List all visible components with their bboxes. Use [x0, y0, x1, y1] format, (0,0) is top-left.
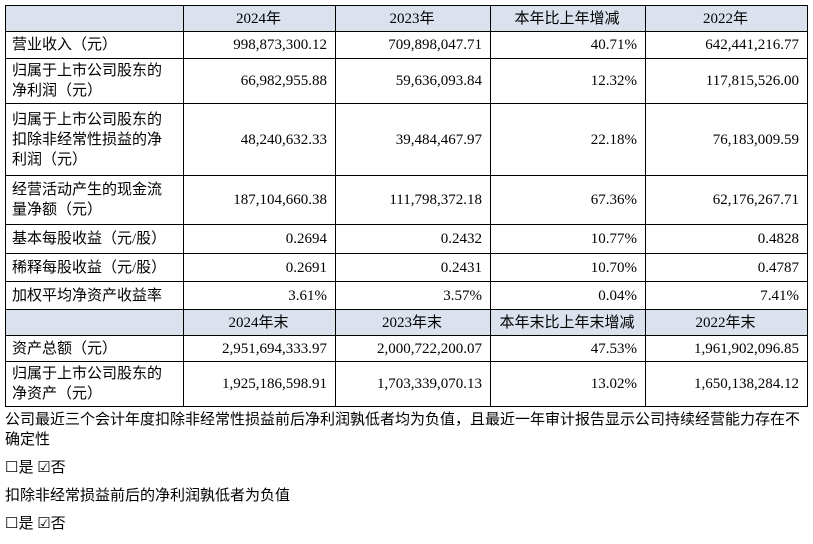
row-label: 归属于上市公司股东的扣除非经常性损益的净利润（元）	[5, 103, 184, 176]
row-label: 稀释每股收益（元/股）	[5, 253, 184, 282]
value-cell: 7.41%	[645, 281, 808, 310]
header-cell: 2024年	[183, 5, 336, 32]
value-cell: 1,650,138,284.12	[645, 361, 808, 407]
header-cell	[5, 5, 184, 32]
financial-table: 2024年 2023年 本年比上年增减 2022年 营业收入（元） 998,873,300…	[5, 5, 808, 407]
data-row: 稀释每股收益（元/股） 0.2691 0.2431 10.70% 0.4787	[5, 253, 808, 282]
value-cell: 1,961,902,096.85	[645, 335, 808, 362]
value-cell: 22.18%	[490, 103, 646, 176]
row-label: 归属于上市公司股东的净利润（元）	[5, 58, 184, 104]
value-cell: 2,000,722,200.07	[335, 335, 491, 362]
checkbox-line: ☐是 ☑否	[5, 460, 66, 476]
value-cell: 117,815,526.00	[645, 58, 808, 104]
value-cell: 0.4787	[645, 253, 808, 282]
value-cell: 10.77%	[490, 224, 646, 254]
value-cell: 1,703,339,070.13	[335, 361, 491, 407]
value-cell: 13.02%	[490, 361, 646, 407]
value-cell: 0.4828	[645, 224, 808, 254]
value-cell: 59,636,093.84	[335, 58, 491, 104]
value-cell: 111,798,372.18	[335, 175, 491, 225]
value-cell: 10.70%	[490, 253, 646, 282]
note: 扣除非经常损益前后的净利润孰低者为负值	[5, 488, 291, 504]
value-cell: 642,441,216.77	[645, 31, 808, 59]
value-cell: 39,484,467.97	[335, 103, 491, 176]
header-cell	[5, 309, 184, 336]
data-row: 营业收入（元） 998,873,300.12 709,898,047.71 40.71…	[5, 31, 808, 59]
header-cell: 本年比上年增减	[490, 5, 646, 32]
table-wrap: 2024年 2023年 本年比上年增减 2022年 营业收入（元） 998,873,300…	[5, 5, 808, 407]
header-cell: 2022年	[645, 5, 808, 32]
value-cell: 1,925,186,598.91	[183, 361, 336, 407]
header-row: 2024年 2023年 本年比上年增减 2022年	[5, 5, 808, 32]
data-row: 归属于上市公司股东的净利润（元） 66,982,955.88 59,636,093.…	[5, 58, 808, 104]
note: 公司最近三个会计年度扣除非经常性损益前后净利润孰低者均为负值，且最近一年审计报告…	[5, 412, 801, 448]
header-cell: 2023年	[335, 5, 491, 32]
value-cell: 47.53%	[490, 335, 646, 362]
value-cell: 67.36%	[490, 175, 646, 225]
header-cell: 2024年末	[183, 309, 336, 336]
row-label: 经营活动产生的现金流量净额（元）	[5, 175, 184, 225]
data-row: 经营活动产生的现金流量净额（元） 187,104,660.38 111,798,37…	[5, 175, 808, 225]
row-label: 营业收入（元）	[5, 31, 184, 59]
row-label: 归属于上市公司股东的净资产（元）	[5, 361, 184, 407]
value-cell: 48,240,632.33	[183, 103, 336, 176]
value-cell: 62,176,267.71	[645, 175, 808, 225]
value-cell: 66,982,955.88	[183, 58, 336, 104]
value-cell: 12.32%	[490, 58, 646, 104]
value-cell: 3.61%	[183, 281, 336, 310]
value-cell: 0.2694	[183, 224, 336, 254]
value-cell: 0.2432	[335, 224, 491, 254]
row-label: 资产总额（元）	[5, 335, 184, 362]
value-cell: 187,104,660.38	[183, 175, 336, 225]
row-label: 加权平均净资产收益率	[5, 281, 184, 310]
value-cell: 3.57%	[335, 281, 491, 310]
data-row: 归属于上市公司股东的扣除非经常性损益的净利润（元） 48,240,632.33 39…	[5, 103, 808, 176]
header-row: 2024年末 2023年末 本年末比上年末增减 2022年末	[5, 309, 808, 336]
row-label: 基本每股收益（元/股）	[5, 224, 184, 254]
header-cell: 本年末比上年末增减	[490, 309, 646, 336]
data-row: 加权平均净资产收益率 3.61% 3.57% 0.04% 7.41%	[5, 281, 808, 310]
data-row: 归属于上市公司股东的净资产（元） 1,925,186,598.91 1,703,33…	[5, 361, 808, 407]
value-cell: 998,873,300.12	[183, 31, 336, 59]
checkbox-line: ☐是 ☑否	[5, 516, 66, 532]
header-cell: 2023年末	[335, 309, 491, 336]
value-cell: 0.2431	[335, 253, 491, 282]
header-cell: 2022年末	[645, 309, 808, 336]
value-cell: 709,898,047.71	[335, 31, 491, 59]
value-cell: 0.04%	[490, 281, 646, 310]
value-cell: 76,183,009.59	[645, 103, 808, 176]
data-row: 资产总额（元） 2,951,694,333.97 2,000,722,200.07 4…	[5, 335, 808, 362]
data-row: 基本每股收益（元/股） 0.2694 0.2432 10.77% 0.4828	[5, 224, 808, 254]
value-cell: 40.71%	[490, 31, 646, 59]
value-cell: 0.2691	[183, 253, 336, 282]
value-cell: 2,951,694,333.97	[183, 335, 336, 362]
